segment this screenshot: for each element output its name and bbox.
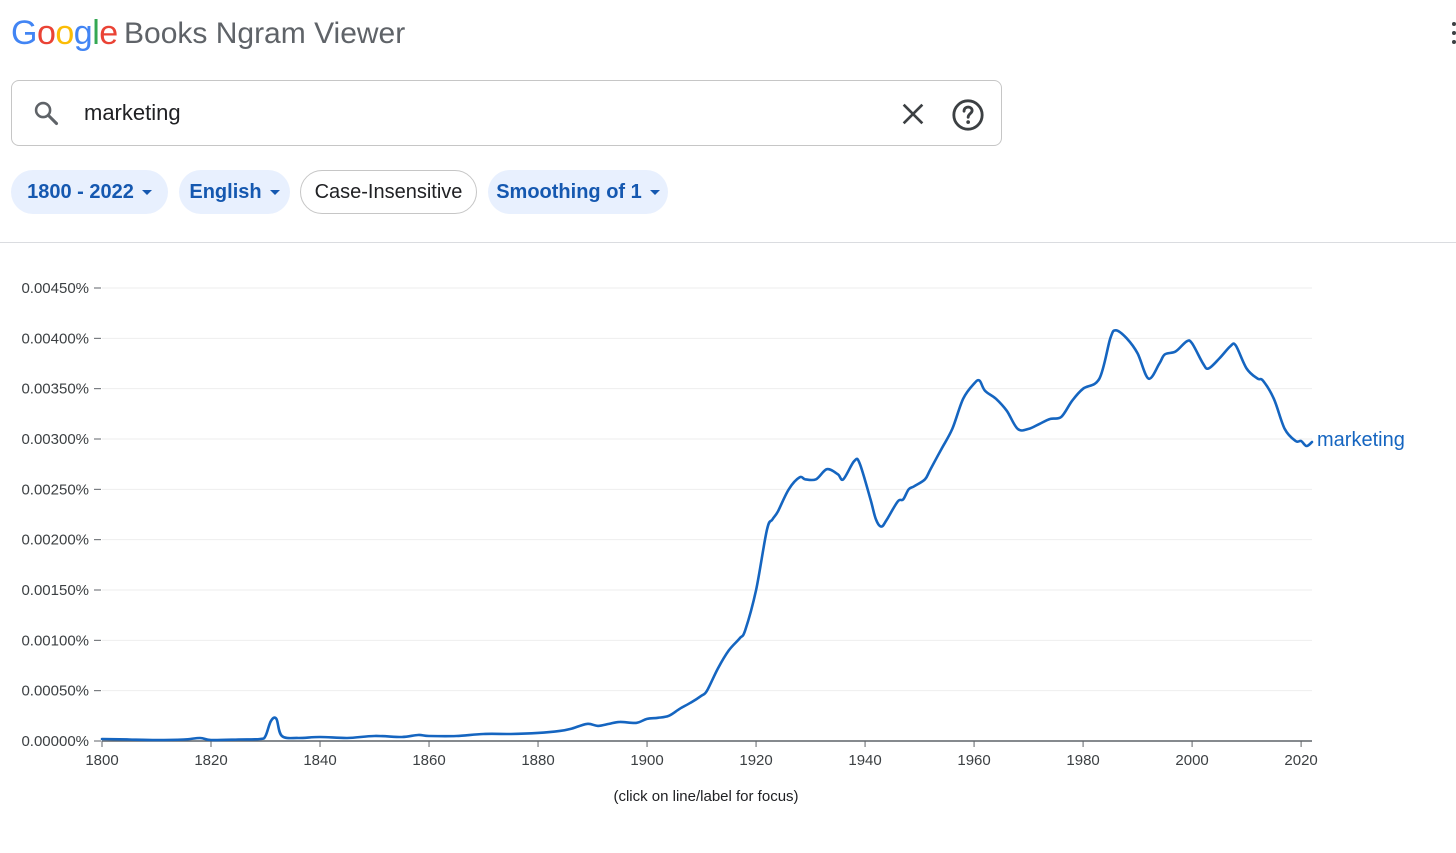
x-tick-label: 1840 — [303, 752, 336, 769]
more-options-icon[interactable] — [1450, 22, 1456, 48]
chart-note: (click on line/label for focus) — [613, 788, 799, 805]
year-range-label: 1800 - 2022 — [27, 180, 134, 203]
x-tick-label: 1820 — [194, 752, 227, 769]
header: Google Books Ngram Viewer — [0, 0, 1456, 70]
x-tick-label: 1980 — [1066, 752, 1099, 769]
case-label: Case-Insensitive — [314, 180, 463, 203]
y-tick-label: 0.00400% — [21, 330, 89, 347]
x-tick-label: 1860 — [412, 752, 445, 769]
chevron-down-icon — [141, 189, 152, 195]
x-tick-label: 1960 — [957, 752, 990, 769]
search-icon — [34, 101, 59, 126]
series-label-marketing[interactable]: marketing — [1317, 429, 1405, 451]
logo-letter: o — [55, 14, 74, 52]
case-insensitive-chip[interactable]: Case-Insensitive — [300, 170, 477, 214]
x-tick-label: 1900 — [630, 752, 663, 769]
x-tick-label: 1920 — [739, 752, 772, 769]
smoothing-label: Smoothing of 1 — [496, 180, 642, 203]
language-chip[interactable]: English — [179, 170, 290, 214]
year-range-chip[interactable]: 1800 - 2022 — [11, 170, 168, 214]
y-tick-label: 0.00250% — [21, 481, 89, 498]
x-tick-label: 2020 — [1284, 752, 1317, 769]
series-line-marketing[interactable] — [100, 329, 1314, 742]
y-tick-label: 0.00150% — [21, 582, 89, 599]
logo-letter: g — [73, 14, 93, 52]
product-title: Books Ngram Viewer — [124, 17, 406, 50]
smoothing-chip[interactable]: Smoothing of 1 — [488, 170, 668, 214]
x-tick-label: 1940 — [848, 752, 881, 769]
x-tick-label: 1800 — [85, 752, 118, 769]
language-label: English — [189, 180, 262, 203]
logo-letter: e — [99, 14, 118, 52]
x-tick-label: 1880 — [521, 752, 554, 769]
divider — [0, 242, 1456, 243]
y-tick-label: 0.00100% — [21, 632, 89, 649]
google-logo[interactable]: Google — [11, 12, 118, 54]
y-tick-label: 0.00000% — [21, 733, 89, 750]
chevron-down-icon — [649, 189, 660, 195]
logo-letter: o — [36, 14, 56, 52]
help-icon[interactable] — [951, 98, 985, 132]
search-input[interactable] — [84, 95, 844, 131]
ngram-chart[interactable]: 0.00000% 0.00050% 0.00100% 0.00150% 0.00200%… — [0, 250, 1456, 780]
x-tick-label: 2000 — [1175, 752, 1208, 769]
y-tick-label: 0.00200% — [21, 532, 89, 549]
close-icon[interactable] — [897, 98, 929, 130]
y-tick-label: 0.00350% — [21, 381, 89, 398]
logo-letter: G — [11, 14, 37, 52]
y-tick-label: 0.00050% — [21, 683, 89, 700]
y-tick-label: 0.00450% — [21, 280, 89, 297]
logo-letter: l — [92, 14, 100, 52]
y-tick-label: 0.00300% — [21, 431, 89, 448]
chevron-down-icon — [269, 189, 280, 195]
search-box — [11, 80, 1002, 146]
